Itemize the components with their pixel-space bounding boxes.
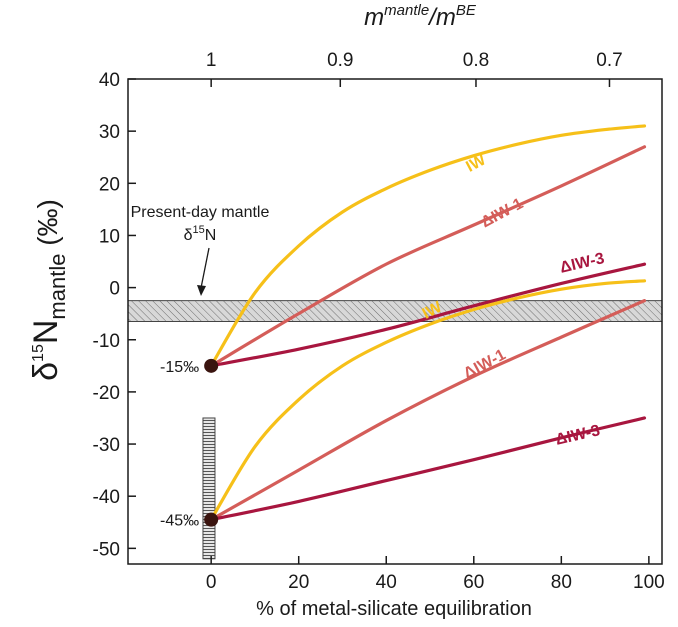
top-tick-label: 0.9 <box>327 50 353 71</box>
y-tick-label: 10 <box>99 226 120 247</box>
start-points: -15‰ -45‰ <box>160 358 219 530</box>
series-line-iw-start-15 <box>209 124 647 368</box>
curve-label: ΔIW-1 <box>478 195 526 231</box>
x-axis: 0 20 40 60 80 100 <box>206 556 665 593</box>
x-tick-label: 100 <box>633 572 665 593</box>
y-tick-label: 40 <box>99 70 120 91</box>
present-day-label-line1: Present-day mantle <box>131 204 270 221</box>
curve-label: ΔIW-3 <box>558 250 606 277</box>
plot-frame <box>127 78 663 565</box>
y-tick-label: -40 <box>93 487 120 508</box>
y-tick-label: 0 <box>109 279 120 300</box>
vertical-range-band <box>202 417 216 560</box>
start-point <box>204 358 219 373</box>
x-tick-label: 20 <box>288 572 309 593</box>
present-day-label-line2: δ15N <box>184 224 217 244</box>
series-line-iw-1-start-15 <box>209 145 647 368</box>
present-day-band <box>127 300 663 322</box>
present-day-arrow <box>197 247 210 296</box>
x-tick-label: 80 <box>551 572 572 593</box>
y-tick-label: 20 <box>99 174 120 195</box>
start-point <box>204 512 219 527</box>
curve-label: IW <box>463 151 489 176</box>
series-line-iw-1-start-45 <box>209 299 647 522</box>
x-tick-label: 60 <box>463 572 484 593</box>
x-tick-label: 40 <box>376 572 397 593</box>
y-tick-label: -30 <box>93 435 120 456</box>
top-tick-label: 0.8 <box>463 50 489 71</box>
curve-label: ΔIW-1 <box>461 346 509 382</box>
y-axis-title: δ15Nmantle (‰) <box>27 199 70 381</box>
y-tick-label: -50 <box>93 539 120 560</box>
top-axis-title: mmantle/mBE <box>364 2 477 31</box>
top-tick-label: 0.7 <box>596 50 622 71</box>
series-line-iw-3-start-15 <box>209 262 647 368</box>
top-tick-label: 1 <box>206 50 217 71</box>
series-lines <box>209 124 647 522</box>
x-axis-title: % of metal-silicate equilibration <box>256 598 532 620</box>
curve-label: ΔIW-3 <box>554 422 602 449</box>
y-tick-label: -20 <box>93 383 120 404</box>
x-tick-label: 0 <box>206 572 217 593</box>
series-line-iw-3-start-45 <box>209 416 647 522</box>
start-point-label: -45‰ <box>160 513 199 530</box>
top-axis: 1 0.9 0.8 0.7 <box>206 50 623 87</box>
y-axis: 40 30 20 10 0 -10 -20 -30 -40 -50 <box>93 70 136 560</box>
series-line-iw-start-45 <box>209 279 647 522</box>
y-tick-label: 30 <box>99 122 120 143</box>
start-point-label: -15‰ <box>160 359 199 376</box>
y-tick-label: -10 <box>93 331 120 352</box>
